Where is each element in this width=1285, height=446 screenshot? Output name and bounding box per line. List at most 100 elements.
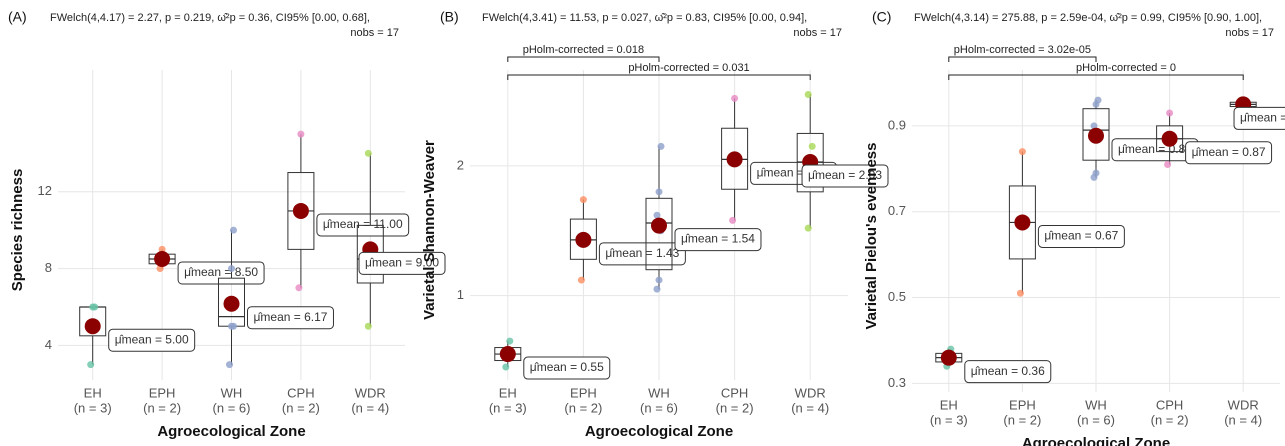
data-point xyxy=(226,361,233,369)
box xyxy=(569,218,597,260)
data-point xyxy=(230,226,237,234)
data-point xyxy=(579,196,587,204)
x-tick-label: EPH xyxy=(570,385,597,400)
x-tick-label: EH xyxy=(940,397,958,412)
mean-label-text: μ̂mean = 1.54 xyxy=(681,232,755,246)
data-point xyxy=(653,285,661,293)
x-tick-count: (n = 2) xyxy=(1003,412,1041,427)
y-tick-label: 12 xyxy=(38,183,52,198)
mean-label: μ̂mean = 9.00 xyxy=(358,251,446,275)
y-axis-title: Varietal Pielou's evenness xyxy=(863,142,880,329)
x-tick-label: EH xyxy=(499,385,517,400)
x-tick-count: (n = 6) xyxy=(213,400,251,415)
box xyxy=(721,127,749,190)
mean-label: μ̂mean = 2.03 xyxy=(801,164,889,188)
data-point xyxy=(577,276,585,284)
y-tick-label: 8 xyxy=(45,260,52,275)
data-point xyxy=(1092,169,1100,177)
y-axis-title: Varietal Shannon-Weaver xyxy=(421,140,438,320)
mean-label: μ̂mean = 0.87 xyxy=(1185,141,1273,165)
x-tick-label: EH xyxy=(84,385,102,400)
mean-label-text: μ̂mean = 0.95 xyxy=(1240,111,1285,125)
mean-label: μ̂mean = 0.36 xyxy=(964,360,1052,384)
mean-label-box xyxy=(247,306,334,330)
mean-label-text: μ̂mean = 2.03 xyxy=(808,168,882,182)
mean-label-box xyxy=(598,242,686,266)
x-tick-count: (n = 6) xyxy=(640,400,678,415)
comparison-bracket xyxy=(507,74,811,80)
data-point xyxy=(228,265,235,273)
data-point xyxy=(158,245,166,253)
mean-label: μ̂mean = 0.95 xyxy=(1233,106,1285,130)
data-point xyxy=(1166,109,1174,117)
data-point xyxy=(655,276,663,284)
mean-point xyxy=(223,295,240,312)
mean-label-text: μ̂mean = 5.00 xyxy=(115,332,189,346)
y-tick-label: 0.9 xyxy=(888,117,906,132)
mean-label-text: μ̂mean = 8.50 xyxy=(184,265,258,279)
mean-label-text: μ̂mean = 0.87 xyxy=(1192,145,1266,159)
mean-label-text: μ̂mean = 0.55 xyxy=(530,360,604,374)
y-tick-label: 2 xyxy=(457,157,464,172)
data-point xyxy=(657,142,665,150)
x-tick-label: WDR xyxy=(355,385,386,400)
mean-label: μ̂mean = 0.88 xyxy=(1111,138,1199,162)
mean-label-box xyxy=(1185,141,1273,165)
mean-label: μ̂mean = 8.50 xyxy=(177,261,265,285)
data-point xyxy=(655,188,663,196)
mean-label-text: μ̂mean = 0.36 xyxy=(971,364,1045,378)
subtitle: FWelch(4,3.41) = 11.53, p = 0.027, ω̂²p … xyxy=(482,12,807,24)
x-tick-count: (n = 3) xyxy=(489,400,527,415)
y-tick-label: 0.3 xyxy=(888,375,906,390)
box xyxy=(1082,108,1110,161)
x-tick-count: (n = 2) xyxy=(143,400,181,415)
mean-label-text: μ̂mean = 6.17 xyxy=(254,310,328,324)
y-tick-label: 0.5 xyxy=(888,289,906,304)
comparison-bracket xyxy=(948,74,1244,80)
mean-label: μ̂mean = 6.17 xyxy=(247,306,334,330)
subtitle: FWelch(4,3.14) = 275.88, p = 2.59e-04, ω… xyxy=(914,12,1262,24)
mean-label-box xyxy=(674,228,762,252)
mean-label-text: μ̂mean = 1.43 xyxy=(605,246,679,260)
mean-point xyxy=(1014,214,1031,231)
subtitle: nobs = 17 xyxy=(793,27,842,39)
mean-label-box xyxy=(1233,106,1285,130)
x-tick-count: (n = 2) xyxy=(1151,412,1189,427)
data-point xyxy=(804,91,812,99)
x-axis-title: Agroecological Zone xyxy=(157,423,305,440)
x-tick-label: CPH xyxy=(287,385,314,400)
mean-label: μ̂mean = 5.00 xyxy=(108,328,196,352)
x-tick-label: EPH xyxy=(1009,397,1036,412)
data-point xyxy=(804,224,812,232)
mean-label: μ̂mean = 0.67 xyxy=(1037,224,1125,248)
y-tick-label: 0.7 xyxy=(888,203,906,218)
subtitle: FWelch(4,4.17) = 2.27, p = 0.219, ω̂²p =… xyxy=(50,12,370,24)
mean-label-box xyxy=(1037,224,1125,248)
mean-label: μ̂mean = 1.43 xyxy=(598,242,686,266)
x-tick-label: CPH xyxy=(721,385,748,400)
x-tick-count: (n = 2) xyxy=(716,400,754,415)
data-point xyxy=(1018,148,1026,156)
x-tick-count: (n = 6) xyxy=(1077,412,1115,427)
x-tick-label: WH xyxy=(1085,397,1107,412)
data-point xyxy=(364,149,372,157)
x-tick-count: (n = 4) xyxy=(351,400,389,415)
x-axis-title: Agroecological Zone xyxy=(1022,435,1170,446)
y-tick-label: 1 xyxy=(457,287,464,302)
x-tick-label: WH xyxy=(221,385,243,400)
data-point xyxy=(91,303,99,311)
x-tick-count: (n = 2) xyxy=(282,400,320,415)
subtitle: nobs = 17 xyxy=(1225,27,1274,39)
y-tick-label: 4 xyxy=(45,337,52,352)
comparison-bracket xyxy=(948,56,1097,62)
x-tick-label: WH xyxy=(648,385,670,400)
data-point xyxy=(1164,160,1172,168)
mean-point xyxy=(499,346,516,363)
x-tick-count: (n = 3) xyxy=(930,412,968,427)
data-point xyxy=(506,337,514,345)
panel-label: (A) xyxy=(8,9,27,25)
x-tick-count: (n = 3) xyxy=(74,400,112,415)
data-point xyxy=(364,322,372,330)
data-point xyxy=(230,322,237,330)
